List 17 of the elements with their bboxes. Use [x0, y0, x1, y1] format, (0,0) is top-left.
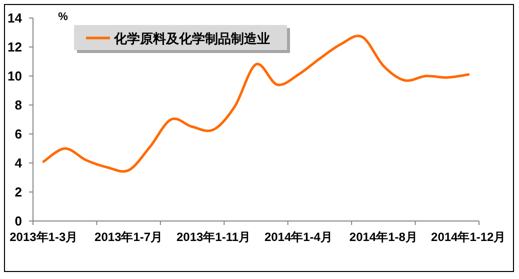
x-tick-label: 2014年1-4月	[264, 230, 332, 244]
legend-label: 化学原料及化学制品制造业	[113, 31, 270, 46]
y-tick-label: 4	[14, 156, 23, 170]
y-tick-label: 0	[14, 214, 22, 228]
x-tick-label: 2014年1-8月	[349, 230, 418, 244]
y-tick-label: 2	[14, 184, 22, 200]
y-axis-title: %	[58, 11, 68, 23]
y-tick-label: 14	[8, 10, 23, 26]
x-tick-label: 2013年1-3月	[10, 230, 78, 244]
y-tick-label: 6	[14, 126, 22, 142]
x-tick-label: 2014年1-12月	[431, 230, 506, 244]
y-tick-label: 10	[8, 68, 22, 84]
y-tick-label: 12	[8, 40, 22, 54]
y-tick-label: 8	[14, 98, 22, 112]
x-tick-label: 2013年1-7月	[94, 230, 163, 244]
x-tick-label: 2013年1-11月	[176, 230, 251, 244]
legend: 化学原料及化学制品制造业	[74, 25, 290, 53]
